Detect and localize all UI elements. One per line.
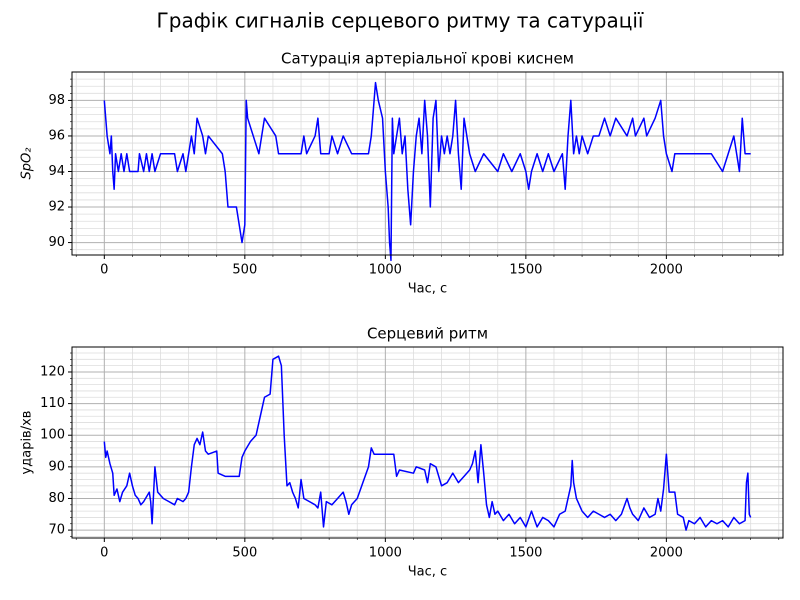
y-tick-label: 80 [48,491,65,506]
x-tick-label: 0 [100,546,108,561]
x-axis-label: Час, с [408,565,447,580]
y-axis-label: SpO₂ [20,148,35,180]
y-tick-label: 70 [48,523,65,538]
y-tick-label: 120 [40,364,65,379]
y-tick-label: 94 [48,164,65,179]
y-tick-label: 100 [40,428,65,443]
x-tick-label: 1000 [369,546,402,561]
y-tick-label: 96 [48,128,65,143]
x-tick-label: 500 [232,263,257,278]
x-tick-label: 1000 [369,263,402,278]
axes-frame [71,346,784,539]
plot-area [72,72,783,255]
y-tick-label: 92 [48,200,65,215]
y-tick-label: 110 [40,396,65,411]
y-axis-label: ударів/хв [20,411,35,475]
x-tick-label: 1500 [509,263,542,278]
y-tick-label: 90 [48,235,65,250]
x-tick-label: 0 [100,263,108,278]
plot-area [72,347,783,538]
axes-frame [71,71,784,256]
figure-title: Графік сигналів серцевого ритму та сатур… [157,9,644,33]
signal-line [103,355,752,531]
x-tick-label: 1500 [509,546,542,561]
subplot-title: Серцевий ритм [367,325,488,343]
x-tick-label: 2000 [650,263,683,278]
x-axis-label: Час, с [408,282,447,297]
x-tick-label: 500 [232,546,257,561]
y-tick-label: 98 [48,93,65,108]
subplot-title: Сатурація артеріальної крові киснем [281,50,574,68]
y-tick-label: 90 [48,459,65,474]
x-tick-label: 2000 [650,546,683,561]
signal-line [103,81,751,262]
